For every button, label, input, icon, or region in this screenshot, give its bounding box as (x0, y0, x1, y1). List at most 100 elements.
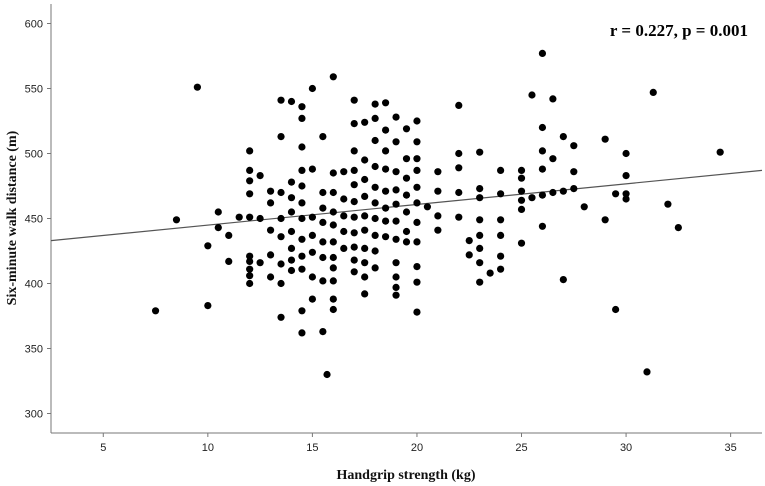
data-point (225, 257, 233, 265)
data-point (455, 149, 463, 158)
data-point (649, 88, 657, 96)
data-point (298, 214, 306, 223)
data-point (350, 213, 358, 221)
data-point (172, 216, 181, 224)
data-points (151, 49, 724, 379)
data-point (350, 198, 358, 206)
data-point (246, 257, 254, 265)
data-point (350, 120, 358, 128)
data-point (298, 103, 306, 111)
data-point (549, 95, 557, 103)
data-point (308, 248, 316, 256)
data-point (392, 186, 400, 194)
data-point (246, 252, 254, 260)
data-point (402, 125, 411, 133)
data-point (266, 226, 275, 234)
data-point (361, 290, 369, 298)
data-point (497, 166, 505, 174)
data-point (298, 252, 306, 260)
data-point (256, 172, 264, 180)
y-tick-label: 450 (25, 214, 43, 226)
data-point (287, 97, 296, 106)
data-point (214, 224, 222, 232)
y-tick-label: 500 (25, 149, 43, 161)
data-point (323, 370, 331, 379)
data-point (371, 183, 379, 191)
data-point (204, 242, 212, 250)
data-point (413, 218, 421, 226)
data-point (413, 199, 421, 207)
data-point (371, 247, 379, 255)
data-point (277, 313, 285, 321)
data-point (601, 135, 609, 143)
data-point (319, 218, 327, 226)
data-point (402, 227, 411, 236)
data-point (455, 213, 463, 221)
data-point (549, 188, 557, 197)
data-point (287, 244, 296, 252)
data-point (465, 251, 473, 259)
correlation-annotation: r = 0.227, p = 0.001 (610, 21, 748, 40)
data-point (413, 238, 421, 246)
data-point (570, 142, 578, 150)
y-tick-label: 400 (25, 279, 43, 291)
data-point (371, 100, 379, 108)
data-point (402, 208, 411, 216)
x-tick-label: 5 (100, 442, 106, 454)
x-tick-label: 20 (411, 442, 423, 454)
data-point (350, 243, 358, 251)
data-point (371, 231, 379, 239)
data-point (277, 133, 285, 141)
data-point (517, 196, 526, 204)
data-point (361, 156, 369, 164)
data-point (538, 49, 547, 58)
data-point (476, 194, 484, 202)
data-point (319, 277, 327, 285)
x-tick-label: 10 (202, 442, 214, 454)
data-point (308, 213, 316, 221)
data-point (329, 305, 337, 314)
axes (50, 4, 762, 434)
data-point (434, 187, 442, 195)
data-point (601, 216, 609, 224)
data-point (246, 265, 254, 273)
data-point (204, 302, 212, 310)
data-point (486, 269, 494, 277)
data-point (371, 199, 379, 207)
data-point (517, 166, 526, 174)
data-point (350, 166, 358, 174)
data-point (434, 212, 442, 220)
data-point (298, 166, 306, 174)
data-point (361, 175, 369, 184)
data-point (277, 233, 285, 241)
data-point (538, 165, 547, 173)
data-point (256, 214, 264, 223)
data-point (392, 235, 400, 243)
data-point (329, 238, 337, 246)
data-point (371, 264, 379, 272)
data-point (559, 187, 567, 195)
data-point (256, 259, 264, 267)
data-point (361, 259, 369, 267)
data-point (287, 178, 296, 186)
data-point (528, 91, 536, 99)
tick-labels: 5 10 15 20 25 30 35 300 350 400 450 500 550 600 (25, 19, 737, 455)
data-point (371, 114, 379, 122)
data-point (465, 237, 473, 245)
data-point (329, 221, 337, 229)
data-point (528, 194, 536, 202)
data-point (319, 204, 327, 212)
data-point (538, 123, 547, 132)
data-point (381, 126, 390, 134)
y-tick-label: 550 (25, 84, 43, 96)
data-point (622, 195, 630, 203)
data-point (392, 217, 400, 225)
data-point (329, 264, 337, 272)
data-point (246, 272, 254, 280)
data-point (329, 188, 337, 197)
data-point (298, 265, 306, 273)
data-point (350, 229, 358, 237)
data-point (497, 265, 505, 273)
data-point (455, 101, 463, 109)
data-point (329, 277, 337, 285)
